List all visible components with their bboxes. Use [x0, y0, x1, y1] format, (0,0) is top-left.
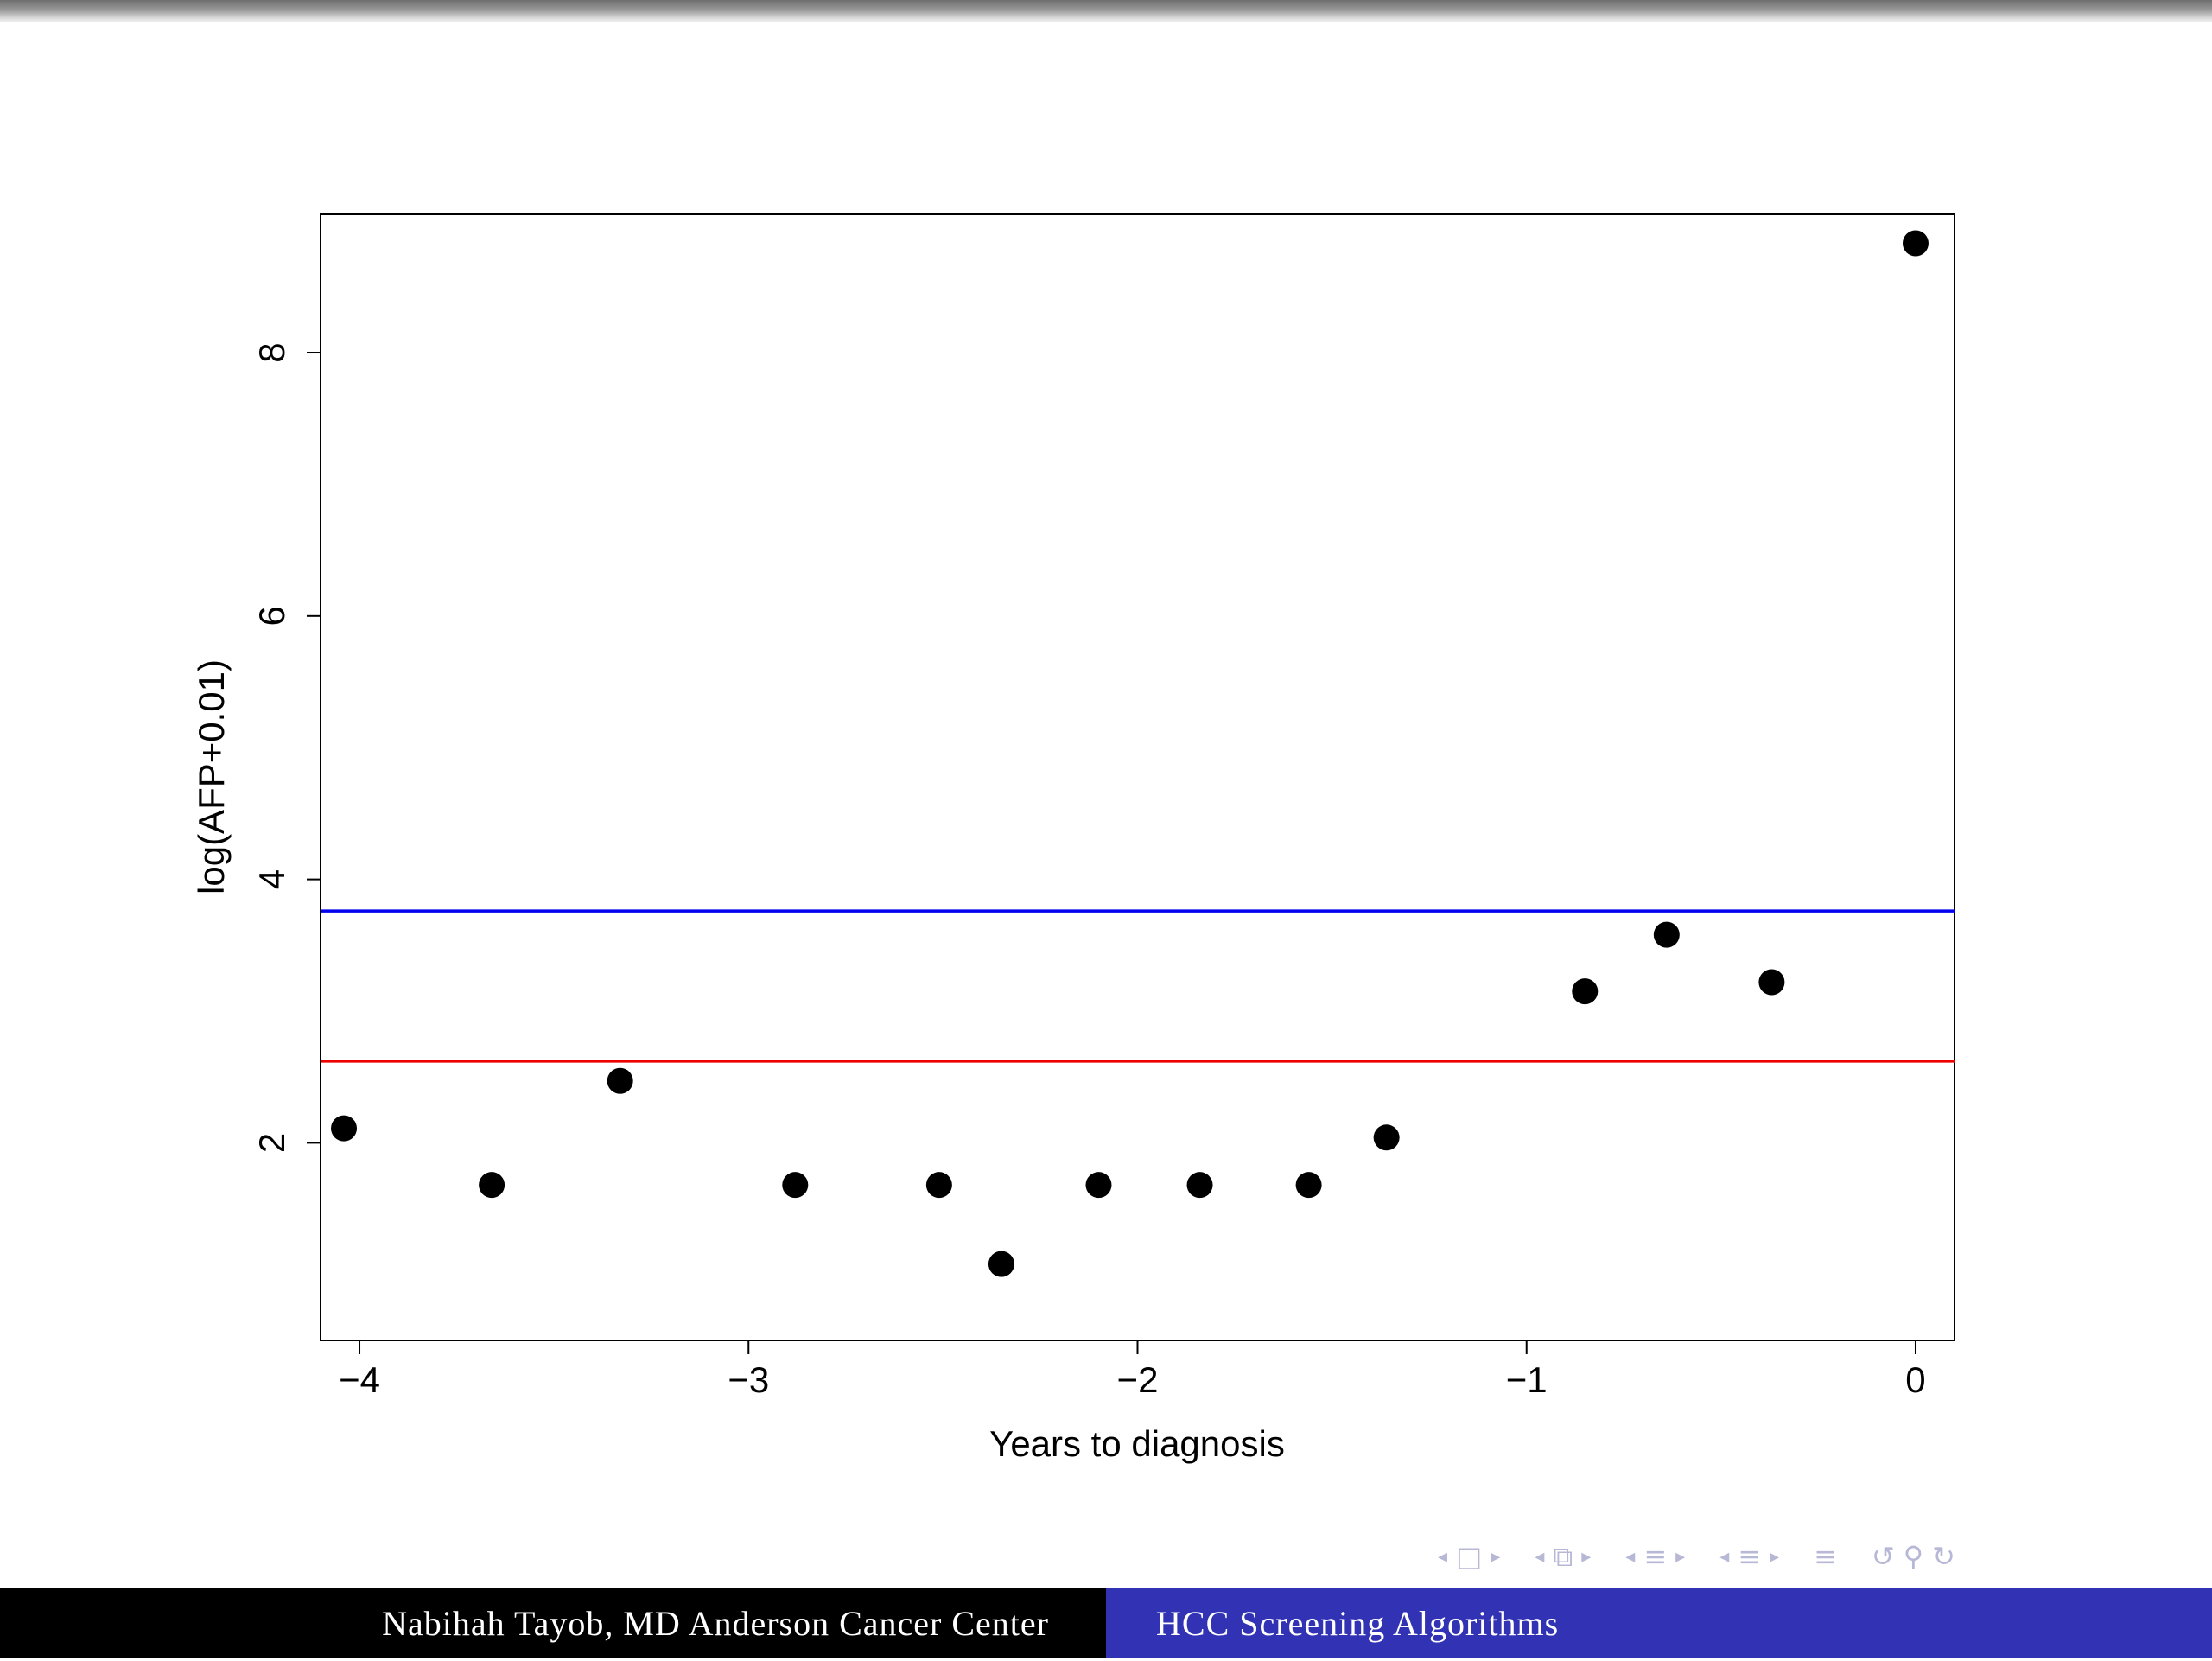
y-tick-label: 4 [251, 869, 292, 889]
nav-right-arrow-icon[interactable]: ▸ [1770, 1545, 1780, 1568]
nav-left-arrow-icon[interactable]: ◂ [1438, 1545, 1448, 1568]
footer-author: Nabihah Tayob, MD Anderson Cancer Center [0, 1588, 1106, 1658]
nav-right-arrow-icon[interactable]: ▸ [1491, 1545, 1501, 1568]
nav-frame-icon[interactable]: □ [1456, 1540, 1483, 1573]
data-point [607, 1067, 633, 1094]
navigation-controls: ◂ □ ▸ ◂ ⧉ ▸ ◂ ≡ ▸ ◂ ≡ ▸ ≡ ↺ ⚲ ↻ [1438, 1535, 1990, 1578]
data-point [988, 1251, 1014, 1277]
redo-icon[interactable]: ↻ [1932, 1540, 1955, 1573]
footer-title: HCC Screening Algorithms [1106, 1588, 2212, 1658]
data-point [1085, 1172, 1112, 1199]
search-icon[interactable]: ⚲ [1903, 1540, 1924, 1573]
data-point [1295, 1172, 1322, 1199]
y-tick-label: 8 [251, 342, 292, 362]
y-axis-label: log(AFP+0.01) [191, 659, 232, 894]
data-point [1186, 1172, 1213, 1199]
data-point [1902, 230, 1929, 257]
nav-document-group[interactable]: ◂ ≡ ▸ [1719, 1540, 1779, 1573]
nav-search-group[interactable]: ↺ ⚲ ↻ [1872, 1540, 1955, 1573]
y-tick-label: 6 [251, 606, 292, 626]
nav-left-arrow-icon[interactable]: ◂ [1535, 1545, 1545, 1568]
data-point [1373, 1124, 1400, 1151]
nav-frame-group[interactable]: ◂ □ ▸ [1438, 1540, 1500, 1573]
nav-left-arrow-icon[interactable]: ◂ [1625, 1545, 1636, 1568]
data-point [1758, 969, 1785, 996]
data-point [479, 1172, 505, 1199]
x-tick-label: −1 [1506, 1359, 1548, 1400]
nav-appendix-icon[interactable]: ≡ [1814, 1540, 1837, 1573]
x-tick-label: −2 [1117, 1359, 1159, 1400]
data-point [925, 1172, 952, 1199]
nav-left-arrow-icon[interactable]: ◂ [1719, 1545, 1730, 1568]
nav-section-icon[interactable]: ≡ [1643, 1540, 1668, 1573]
scatter-chart: −4 −3 −2 −1 0 2 4 6 8 Years to diagnosis log(AF… [191, 213, 1955, 1464]
nav-appendix-group[interactable]: ≡ [1814, 1540, 1837, 1573]
nav-section-group[interactable]: ◂ ≡ ▸ [1625, 1540, 1685, 1573]
data-point [331, 1115, 358, 1142]
x-tick-label: −3 [728, 1359, 769, 1400]
x-tick-label: 0 [1905, 1359, 1925, 1400]
y-tick-label: 2 [251, 1133, 292, 1153]
slide-footer: Nabihah Tayob, MD Anderson Cancer Center… [0, 1588, 2212, 1658]
nav-right-arrow-icon[interactable]: ▸ [1581, 1545, 1592, 1568]
x-axis-label: Years to diagnosis [989, 1423, 1285, 1464]
nav-right-arrow-icon[interactable]: ▸ [1675, 1545, 1686, 1568]
data-point [1572, 978, 1599, 1005]
plot-frame [320, 213, 1955, 1341]
data-point [782, 1172, 809, 1199]
nav-document-icon[interactable]: ≡ [1738, 1540, 1762, 1573]
slide-header-bar [0, 0, 2212, 22]
x-tick-label: −4 [339, 1359, 380, 1400]
data-point [1653, 921, 1680, 948]
nav-subsection-icon[interactable]: ⧉ [1553, 1539, 1573, 1573]
nav-subsection-group[interactable]: ◂ ⧉ ▸ [1535, 1540, 1591, 1574]
undo-icon[interactable]: ↺ [1871, 1540, 1895, 1573]
